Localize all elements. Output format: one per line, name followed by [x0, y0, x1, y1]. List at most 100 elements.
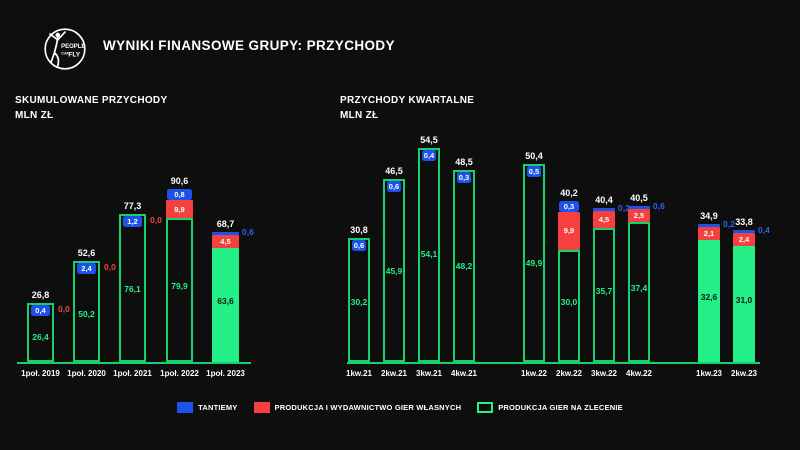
- flying-figure-icon: [49, 31, 66, 67]
- category-label: 1poł. 2022: [160, 369, 199, 378]
- zlecenie-segment: [733, 245, 755, 362]
- bar-1kw-21: 30,8 0,6 30,2: [348, 225, 370, 362]
- chart-unit-label: MLN ZŁ: [340, 110, 379, 121]
- tantiemy-outside-label: 0,2: [618, 203, 630, 214]
- chart-title-quarterly: PRZYCHODY KWARTALNE MLN ZŁ: [340, 93, 474, 123]
- category-label: 1poł. 2020: [67, 369, 106, 378]
- category-label: 1poł. 2021: [113, 369, 152, 378]
- produkcja-wlasna-zero-label: 0,0: [58, 304, 70, 315]
- zlecenie-value-label: 48,2: [455, 261, 473, 272]
- cumulative-plot-area: 26,8 0,0 0,4 26,4 1poł. 2019 52,6 0,0 2,4 50,2 1p…: [15, 85, 337, 390]
- bar-total-label: 52,6: [77, 247, 96, 258]
- logo-text-people: PEOPLE: [61, 44, 85, 50]
- zlecenie-value-label: 76,1: [124, 284, 141, 295]
- tantiemy-outside-label: 0,4: [758, 224, 770, 235]
- produkcja-wlasna-segment: 2,4: [733, 232, 755, 246]
- tantiemy-badge: 0,4: [422, 150, 436, 162]
- tantiemy-sliver: [628, 205, 650, 209]
- zlecenie-value-label: 31,0: [735, 295, 753, 306]
- legend-label: TANTIEMY: [198, 403, 238, 412]
- produkcja-wlasna-segment: 2,1: [698, 226, 720, 240]
- legend: TANTIEMY PRODUKCJA I WYDAWNICTWO GIER WŁ…: [0, 402, 800, 413]
- tantiemy-sliver: [212, 231, 239, 235]
- bar-3kw-21: 54,5 0,4 54,1: [418, 135, 440, 362]
- category-label: 3kw.21: [416, 369, 442, 378]
- tantiemy-outside-label: 0,2: [723, 218, 735, 229]
- bar-1poł-2023: 68,7 0,6 4,5 63,6: [212, 219, 254, 362]
- bar-1poł-2021: 77,3 0,0 1,2 76,1: [119, 201, 162, 362]
- zlecenie-value-label: 32,6: [700, 292, 718, 303]
- tantiemy-sliver: [733, 229, 755, 233]
- bar-total-label: 46,5: [385, 165, 403, 176]
- bar-total-label: 26,8: [31, 290, 50, 301]
- tantiemy-badge: 0,6: [387, 180, 401, 192]
- zlecenie-value-label: 49,9: [525, 257, 543, 268]
- zlecenie-value-label: 37,4: [630, 282, 648, 293]
- zlecenie-value-label: 26,4: [32, 331, 49, 342]
- zlecenie-value-label: 54,1: [420, 249, 438, 260]
- bar-total-label: 40,5: [630, 192, 648, 203]
- page-title: WYNIKI FINANSOWE GRUPY: PRZYCHODY: [103, 38, 395, 53]
- zlecenie-value-label: 63,6: [217, 296, 234, 307]
- people-can-fly-logo: PEOPLE CAN FLY: [44, 28, 86, 70]
- bar-total-label: 68,7: [216, 218, 235, 229]
- cumulative-revenue-chart: SKUMULOWANE PRZYCHODY MLN ZŁ 26,8 0,0 0,4 2…: [15, 85, 337, 390]
- zlecenie-segment: 0,4: [418, 148, 440, 362]
- zlecenie-segment: [212, 247, 239, 362]
- tantiemy-sliver: [593, 208, 615, 212]
- quarterly-revenue-chart: PRZYCHODY KWARTALNE MLN ZŁ 30,8 0,6 30,2 1k…: [340, 85, 790, 390]
- category-label: 1kw.22: [521, 369, 547, 378]
- category-label: 1poł. 2019: [21, 369, 60, 378]
- category-label: 2kw.23: [731, 369, 757, 378]
- zlecenie-segment: 0,5: [523, 163, 545, 362]
- quarterly-plot-area: 30,8 0,6 30,2 1kw.21 46,5 0,6 45,9 2kw.21 54,5 0,…: [340, 85, 790, 390]
- tantiemy-outside-label: 0,6: [242, 226, 254, 237]
- bar-total-label: 30,8: [350, 224, 368, 235]
- zlecenie-segment: 0,3: [453, 170, 475, 362]
- category-label: 4kw.21: [451, 369, 477, 378]
- zlecenie-swatch-icon: [477, 402, 494, 413]
- legend-label: PRODUKCJA I WYDAWNICTWO GIER WŁASNYCH: [274, 403, 462, 412]
- zlecenie-segment: 2,4: [73, 260, 100, 362]
- legend-item-zlecenie: PRODUKCJA GIER NA ZLECENIE: [477, 402, 623, 413]
- chart-title-line: PRZYCHODY KWARTALNE: [340, 95, 475, 106]
- zlecenie-value-label: 35,7: [595, 286, 613, 297]
- tantiemy-badge: 0,6: [352, 239, 366, 251]
- zlecenie-segment: 0,6: [348, 237, 370, 362]
- produkcja-wlasna-zero-label: 0,0: [104, 261, 116, 272]
- produkcja-wlasna-segment: 4,5: [212, 234, 239, 248]
- produkcja-wlasna-segment: 2,5: [628, 208, 650, 222]
- bar-2kw-22: 40,2 0,3 9,9 30,0: [558, 188, 580, 362]
- tantiemy-sliver: [698, 223, 720, 227]
- x-axis-line: [17, 362, 251, 364]
- category-label: 2kw.21: [381, 369, 407, 378]
- chart-title-cumulative: SKUMULOWANE PRZYCHODY MLN ZŁ: [15, 93, 167, 123]
- bar-total-label: 40,4: [595, 195, 613, 206]
- produkcja-wlasna-swatch-icon: [253, 402, 270, 413]
- produkcja-wlasna-segment: 4,5: [593, 211, 615, 229]
- category-label: 1kw.23: [696, 369, 722, 378]
- produkcja-wlasna-segment: 9,9: [166, 200, 193, 219]
- zlecenie-segment: [628, 221, 650, 362]
- tantiemy-swatch-icon: [177, 402, 194, 413]
- category-label: 3kw.22: [591, 369, 617, 378]
- bar-3kw-22: 40,4 0,2 4,5 35,7: [593, 195, 630, 362]
- category-label: 1poł. 2023: [206, 369, 245, 378]
- logo-text-fly: FLY: [68, 51, 80, 58]
- bar-2kw-23: 33,8 0,4 2,4 31,0: [733, 217, 770, 362]
- zlecenie-segment: [166, 218, 193, 362]
- bar-4kw-21: 48,5 0,3 48,2: [453, 157, 475, 362]
- bar-total-label: 48,5: [455, 157, 473, 168]
- bar-total-label: 40,2: [560, 188, 578, 199]
- bar-total-label: 54,5: [420, 135, 438, 146]
- bar-2kw-21: 46,5 0,6 45,9: [383, 166, 405, 362]
- bar-1kw-22: 50,4 0,5 49,9: [523, 151, 545, 362]
- zlecenie-value-label: 79,9: [171, 280, 188, 291]
- bar-1poł-2019: 26,8 0,0 0,4 26,4: [27, 290, 70, 362]
- tantiemy-badge: 2,4: [77, 262, 96, 274]
- chart-title-line: SKUMULOWANE PRZYCHODY: [15, 95, 168, 106]
- produkcja-wlasna-segment: 9,9: [558, 212, 580, 250]
- zlecenie-segment: 1,2: [119, 214, 146, 362]
- zlecenie-segment: [558, 249, 580, 362]
- zlecenie-value-label: 45,9: [385, 265, 403, 276]
